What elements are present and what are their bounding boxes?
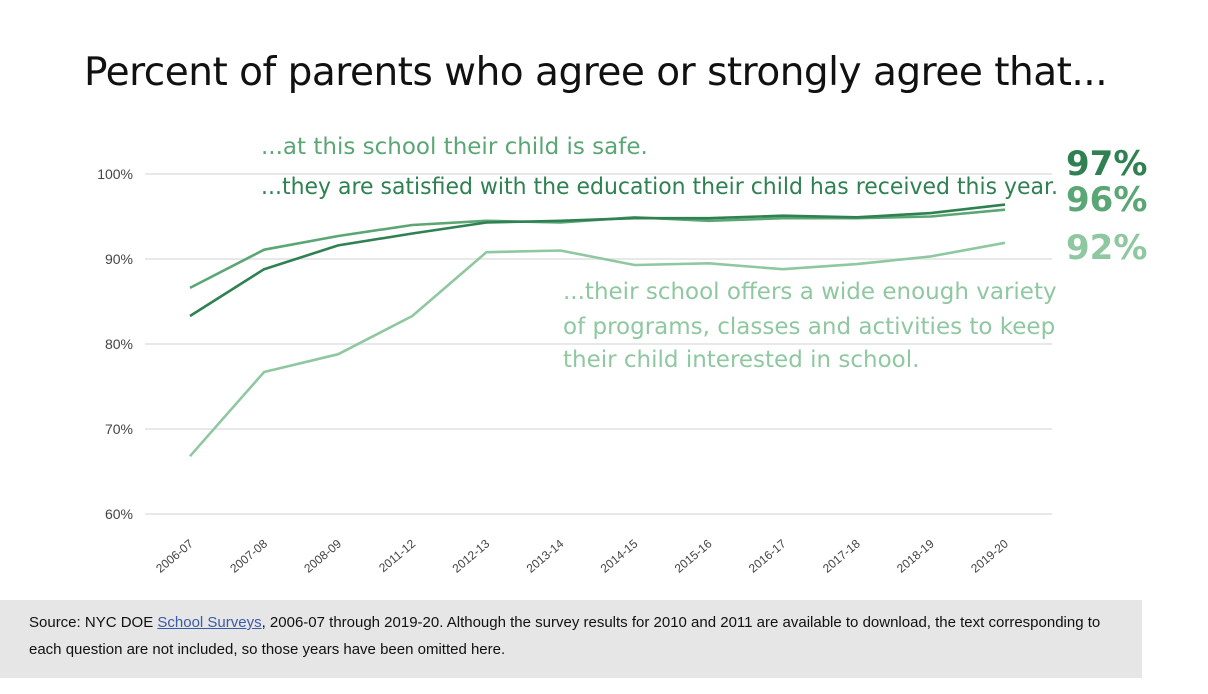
x-tick-label: 2008-09: [301, 536, 344, 575]
y-tick-label: 70%: [105, 421, 133, 437]
x-tick-label: 2015-16: [672, 536, 715, 575]
grid-lines: [145, 173, 1052, 515]
annotation-satisfied: ...they are satisfied with the education…: [261, 174, 1058, 200]
series-line-2: [189, 241, 1006, 458]
x-tick-label: 2006-07: [153, 536, 196, 575]
source-suffix: , 2006-07 through 2019-20. Although the …: [29, 614, 1101, 658]
x-tick-label: 2012-13: [450, 536, 493, 575]
annotation-variety-line-3: their child interested in school.: [563, 347, 919, 373]
y-tick-label: 100%: [97, 166, 133, 182]
end-label-satisfied: 97%: [1066, 144, 1147, 184]
series-line-0: [189, 208, 1006, 290]
y-tick-label: 80%: [105, 336, 133, 352]
x-tick-label: 2011-12: [376, 536, 418, 575]
annotation-variety-line-2: of programs, classes and activities to k…: [563, 314, 1055, 340]
series-line-1: [189, 203, 1006, 318]
page-title: Percent of parents who agree or strongly…: [84, 50, 1108, 95]
x-tick-label: 2007-08: [227, 536, 270, 575]
source-prefix: Source: NYC DOE: [29, 614, 158, 631]
annotation-variety-line-1: ...their school offers a wide enough var…: [563, 279, 1057, 305]
y-tick-label: 90%: [105, 251, 133, 267]
y-tick-label: 60%: [105, 506, 133, 522]
x-tick-label: 2019-20: [968, 536, 1011, 575]
end-label-safe: 96%: [1066, 180, 1147, 220]
source-note: Source: NYC DOE School Surveys, 2006-07 …: [0, 600, 1142, 678]
y-axis-labels: 60% 70% 80% 90% 100%: [97, 166, 133, 522]
school-surveys-link[interactable]: School Surveys: [157, 614, 262, 631]
x-tick-label: 2013-14: [524, 536, 567, 575]
x-tick-label: 2016-17: [746, 536, 789, 575]
x-tick-label: 2017-18: [820, 536, 863, 575]
line-chart: 60%70%80%90%100% 2006-07 2007-08 2008-09 20…: [97, 134, 1147, 576]
x-tick-label: 2014-15: [598, 536, 641, 575]
series-lines: [189, 203, 1006, 458]
annotation-safe: ...at this school their child is safe.: [261, 134, 648, 160]
end-label-variety: 92%: [1066, 228, 1147, 268]
x-axis-labels: 2006-07 2007-08 2008-09 2011-12 2012-13 2013-…: [153, 536, 1011, 575]
x-tick-label: 2018-19: [894, 536, 937, 575]
